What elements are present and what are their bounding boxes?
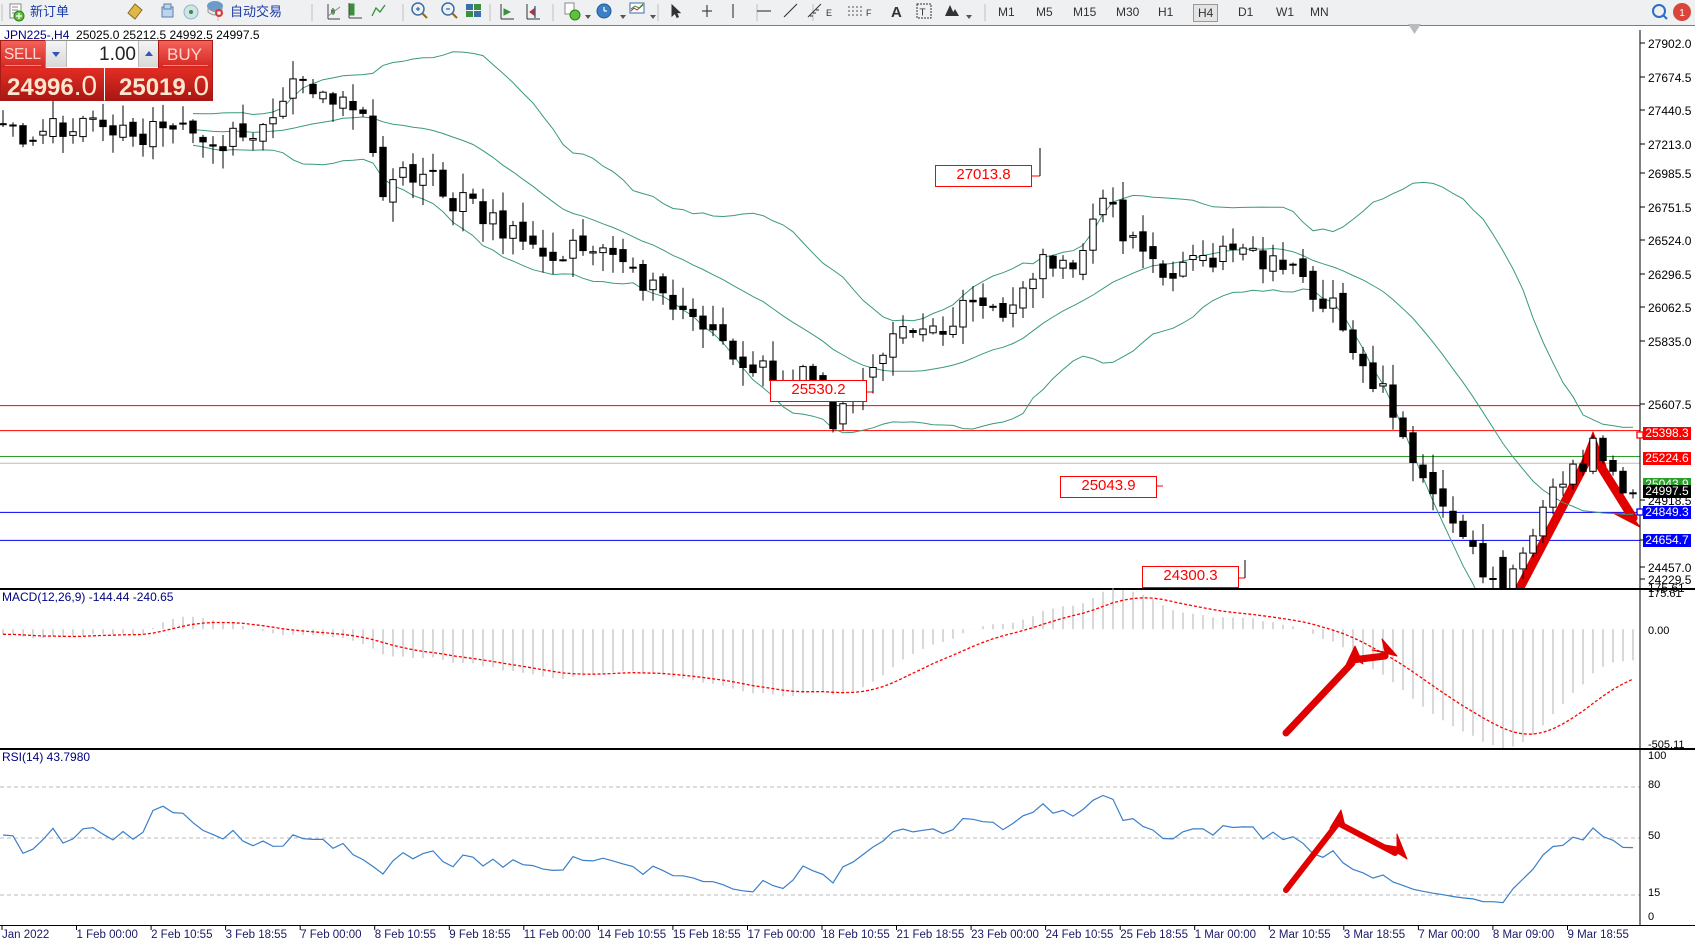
svg-text:新订单: 新订单	[30, 4, 69, 19]
svg-text:T: T	[920, 8, 926, 19]
svg-text:E: E	[826, 8, 832, 18]
svg-text:1: 1	[1679, 8, 1685, 19]
svg-text:A: A	[891, 4, 902, 21]
svg-text:自动交易: 自动交易	[230, 4, 282, 19]
svg-text:F: F	[866, 8, 872, 18]
